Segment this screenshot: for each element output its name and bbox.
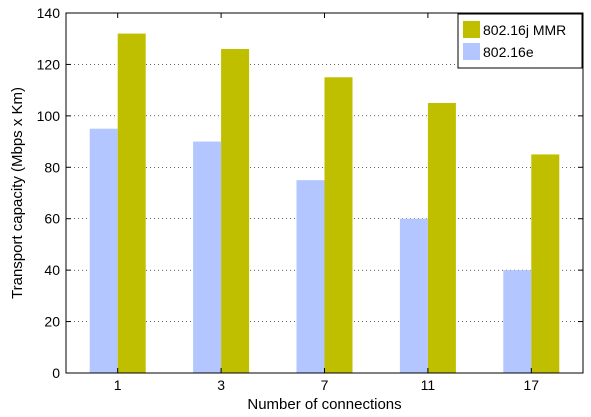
bar-802-16e: [399, 218, 428, 373]
bar-802-16e: [503, 270, 532, 373]
bar-802-16e: [193, 141, 222, 373]
x-tick-label: 17: [524, 377, 540, 393]
bars: [89, 33, 560, 374]
axis-ticks: 0 20 40 60 80 100 120 140 1 3 7 11 17: [37, 5, 583, 393]
legend-swatch: [463, 43, 480, 60]
legend: 802.16j MMR 802.16e: [457, 13, 583, 69]
y-axis-label: Transport capacity (Mbps x Km): [9, 87, 26, 299]
bar-802-16e: [89, 128, 118, 373]
y-tick-label: 120: [37, 56, 61, 72]
bar-802-16e: [296, 180, 325, 373]
legend-label: 802.16e: [483, 44, 534, 60]
x-axis-label: Number of connections: [247, 396, 401, 413]
x-tick-label: 11: [421, 377, 436, 393]
bar-802-16j-mmr: [531, 154, 560, 373]
legend-swatch: [463, 21, 480, 38]
x-tick-label: 3: [217, 377, 225, 393]
bar-802-16j-mmr: [117, 33, 146, 373]
x-tick-label: 7: [321, 377, 329, 393]
bar-802-16j-mmr: [427, 103, 456, 373]
bar-802-16j-mmr: [324, 77, 353, 374]
y-tick-label: 100: [37, 108, 61, 124]
y-tick-label: 40: [44, 262, 60, 278]
x-tick-label: 1: [114, 377, 122, 393]
y-tick-label: 60: [44, 211, 60, 227]
y-tick-label: 140: [37, 5, 61, 21]
y-tick-label: 20: [44, 314, 60, 330]
bar-802-16j-mmr: [221, 49, 250, 373]
y-tick-label: 0: [52, 365, 60, 381]
legend-label: 802.16j MMR: [483, 22, 566, 38]
y-tick-label: 80: [44, 159, 60, 175]
